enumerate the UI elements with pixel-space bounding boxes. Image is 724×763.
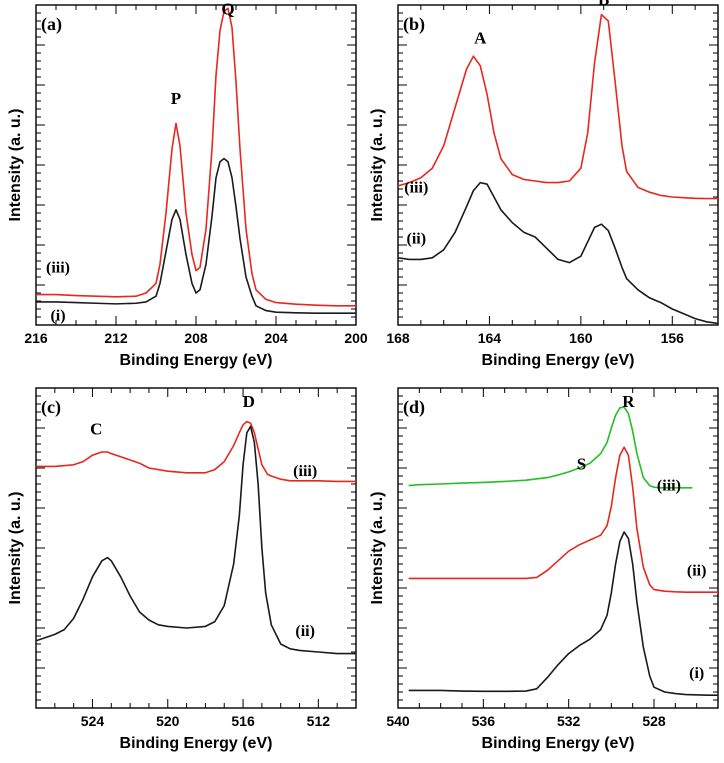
series-line-b-1 — [398, 181, 718, 325]
peak-label-d-0: R — [622, 392, 635, 411]
panel-label-a: (a) — [41, 14, 62, 35]
peak-label-b-0: A — [474, 28, 487, 47]
series-label-b-0: (iii) — [404, 179, 428, 196]
series-line-d-0 — [408, 406, 693, 489]
x-tick-label: 156 — [661, 330, 685, 346]
peak-label-c-0: C — [90, 419, 102, 438]
x-tick-label: 524 — [81, 713, 105, 729]
x-tick-label: 512 — [307, 713, 331, 729]
x-tick-label: 540 — [386, 713, 410, 729]
x-axis-title: Binding Energy (eV) — [482, 352, 635, 369]
panel-a: 216 212 208 204 200 Binding Energy (eV) Intens… — [7, 0, 368, 369]
series-label-a-0: (iii) — [46, 259, 70, 276]
panel-label-d: (d) — [403, 397, 425, 418]
peak-label-d-1: S — [577, 455, 586, 474]
peak-label-b-1: B — [598, 0, 609, 9]
x-tick-label: 532 — [557, 713, 581, 729]
series-label-d-0: (iii) — [657, 478, 681, 495]
x-tick-label: 536 — [472, 713, 496, 729]
series-line-d-2 — [408, 531, 718, 696]
series-line-a-0 — [36, 7, 356, 307]
x-tick-label: 200 — [344, 330, 368, 346]
plot-frame-c — [35, 387, 357, 709]
x-tick-label: 528 — [642, 713, 666, 729]
series-label-d-2: (i) — [689, 665, 704, 682]
x-axis-title: Binding Energy (eV) — [120, 352, 273, 369]
panel-d: 540 536 532 528 Binding Energy (eV) Intensity… — [369, 387, 719, 752]
series-label-c-1: (ii) — [295, 623, 315, 640]
series-label-d-1: (ii) — [687, 562, 707, 579]
peak-label-c-1: D — [243, 392, 255, 411]
y-axis-title: Intensity (a. u.) — [7, 109, 24, 222]
x-axis-title: Binding Energy (eV) — [120, 735, 273, 752]
plot-frame-d — [397, 387, 719, 709]
x-tick-label: 208 — [184, 330, 208, 346]
series-line-c-0 — [36, 420, 356, 483]
series-line-d-1 — [408, 446, 718, 593]
series-label-a-1: (i) — [50, 307, 65, 324]
series-line-a-1 — [36, 157, 356, 314]
panel-label-b: (b) — [403, 14, 425, 35]
series-label-b-1: (ii) — [407, 231, 427, 248]
y-axis-title: Intensity (a. u.) — [369, 492, 386, 605]
peak-label-a-0: P — [171, 89, 181, 108]
x-tick-label: 516 — [231, 713, 255, 729]
panel-label-c: (c) — [41, 397, 61, 418]
y-axis-title: Intensity (a. u.) — [7, 492, 24, 605]
x-tick-label: 520 — [156, 713, 180, 729]
plot-frame-a — [35, 4, 357, 326]
series-label-c-0: (iii) — [293, 463, 317, 480]
panel-b: 168 164 160 156 Binding Energy (eV) Intensity… — [369, 0, 719, 369]
x-tick-label: 160 — [569, 330, 593, 346]
x-tick-label: 216 — [24, 330, 48, 346]
series-line-c-1 — [36, 425, 356, 655]
x-tick-label: 212 — [104, 330, 128, 346]
x-tick-label: 164 — [478, 330, 502, 346]
x-axis-title: Binding Energy (eV) — [482, 735, 635, 752]
series-line-b-0 — [398, 13, 718, 200]
y-axis-title: Intensity (a. u.) — [369, 109, 386, 222]
panel-c: 524 520 516 512 Binding Energy (eV) Intensity… — [7, 387, 357, 752]
peak-label-a-1: Q — [221, 0, 234, 19]
plot-frame-b — [397, 4, 719, 326]
x-tick-label: 204 — [264, 330, 288, 346]
x-tick-label: 168 — [386, 330, 410, 346]
